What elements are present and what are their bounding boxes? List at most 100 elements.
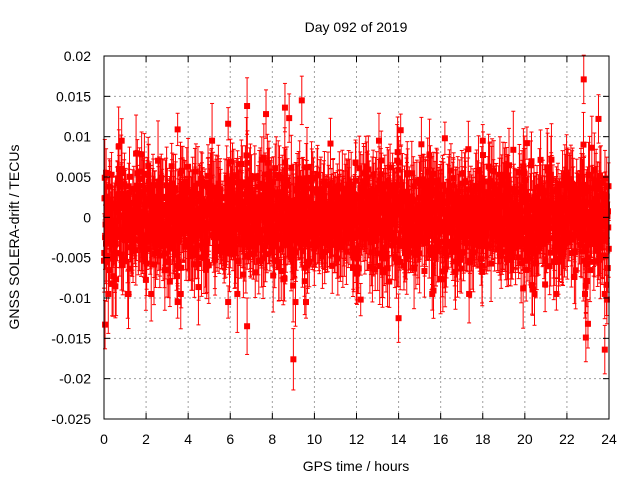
point-marker <box>257 180 264 187</box>
point-marker <box>140 251 147 258</box>
point-marker <box>269 211 276 218</box>
data-point <box>281 255 288 302</box>
point-marker <box>264 159 271 166</box>
point-marker <box>141 170 148 177</box>
point-marker <box>214 234 221 241</box>
point-marker <box>139 244 146 251</box>
point-marker <box>130 242 137 249</box>
data-point <box>185 137 192 196</box>
point-marker <box>197 217 204 224</box>
point-marker <box>301 278 308 285</box>
point-marker <box>204 258 211 265</box>
point-marker <box>113 226 120 233</box>
point-marker <box>186 188 193 195</box>
point-marker <box>182 219 189 226</box>
point-marker <box>198 254 205 261</box>
point-marker <box>265 176 272 183</box>
point-marker <box>231 199 238 206</box>
point-marker <box>250 250 257 257</box>
point-marker <box>171 235 178 242</box>
point-marker <box>144 229 151 236</box>
point-marker <box>256 200 263 207</box>
point-marker <box>189 250 196 257</box>
point-marker <box>174 221 181 228</box>
point-marker <box>132 247 139 254</box>
point-marker <box>170 242 177 249</box>
point-marker <box>259 212 266 219</box>
point-marker <box>216 248 223 255</box>
point-marker <box>121 181 128 188</box>
point-marker <box>174 262 181 269</box>
point-marker <box>221 249 228 256</box>
point-marker <box>268 188 275 195</box>
point-marker <box>133 219 140 226</box>
point-marker <box>302 187 309 194</box>
point-marker <box>146 188 153 195</box>
point-marker <box>192 168 199 175</box>
point-marker <box>267 233 274 240</box>
point-marker <box>306 258 313 265</box>
point-marker <box>118 165 125 172</box>
point-marker <box>212 188 219 195</box>
point-marker <box>292 249 299 256</box>
point-marker <box>189 191 196 198</box>
point-marker <box>140 192 147 199</box>
point-marker <box>172 186 179 193</box>
point-marker <box>168 199 175 206</box>
point-marker <box>242 206 249 213</box>
point-marker <box>327 140 334 147</box>
point-marker <box>112 200 119 207</box>
point-marker <box>307 185 314 192</box>
point-marker <box>178 207 185 214</box>
point-marker <box>224 224 231 231</box>
point-marker <box>249 241 256 248</box>
point-marker <box>300 182 307 189</box>
point-marker <box>244 159 251 166</box>
point-marker <box>106 255 113 262</box>
point-marker <box>108 171 115 178</box>
point-marker <box>126 173 133 180</box>
point-marker <box>148 290 155 297</box>
point-marker <box>157 179 164 186</box>
point-marker <box>270 203 277 210</box>
point-marker <box>281 275 288 282</box>
point-marker <box>227 158 234 165</box>
point-marker <box>237 241 244 248</box>
point-marker <box>138 151 145 158</box>
point-marker <box>182 243 189 250</box>
point-marker <box>155 242 162 249</box>
point-marker <box>280 192 287 199</box>
point-marker <box>174 251 181 258</box>
point-marker <box>162 241 169 248</box>
point-marker <box>173 273 180 280</box>
point-marker <box>225 236 232 243</box>
point-marker <box>172 229 179 236</box>
point-marker <box>271 257 278 264</box>
point-marker <box>252 269 259 276</box>
point-marker <box>262 171 269 178</box>
point-marker <box>136 168 143 175</box>
data-point <box>118 134 125 203</box>
point-marker <box>166 278 173 285</box>
point-marker <box>314 226 321 233</box>
point-marker <box>209 137 216 144</box>
point-marker <box>182 196 189 203</box>
point-marker <box>224 217 231 224</box>
point-marker <box>122 192 129 199</box>
point-marker <box>133 150 140 157</box>
point-marker <box>188 197 195 204</box>
point-marker <box>196 223 203 230</box>
point-marker <box>238 160 245 167</box>
point-marker <box>303 175 310 182</box>
point-marker <box>247 177 254 184</box>
point-marker <box>282 241 289 248</box>
point-marker <box>155 157 162 164</box>
point-marker <box>312 200 319 207</box>
point-marker <box>137 175 144 182</box>
point-marker <box>106 183 113 190</box>
point-marker <box>279 175 286 182</box>
point-marker <box>226 198 233 205</box>
point-marker <box>272 165 279 172</box>
point-marker <box>225 189 232 196</box>
point-marker <box>122 197 129 204</box>
